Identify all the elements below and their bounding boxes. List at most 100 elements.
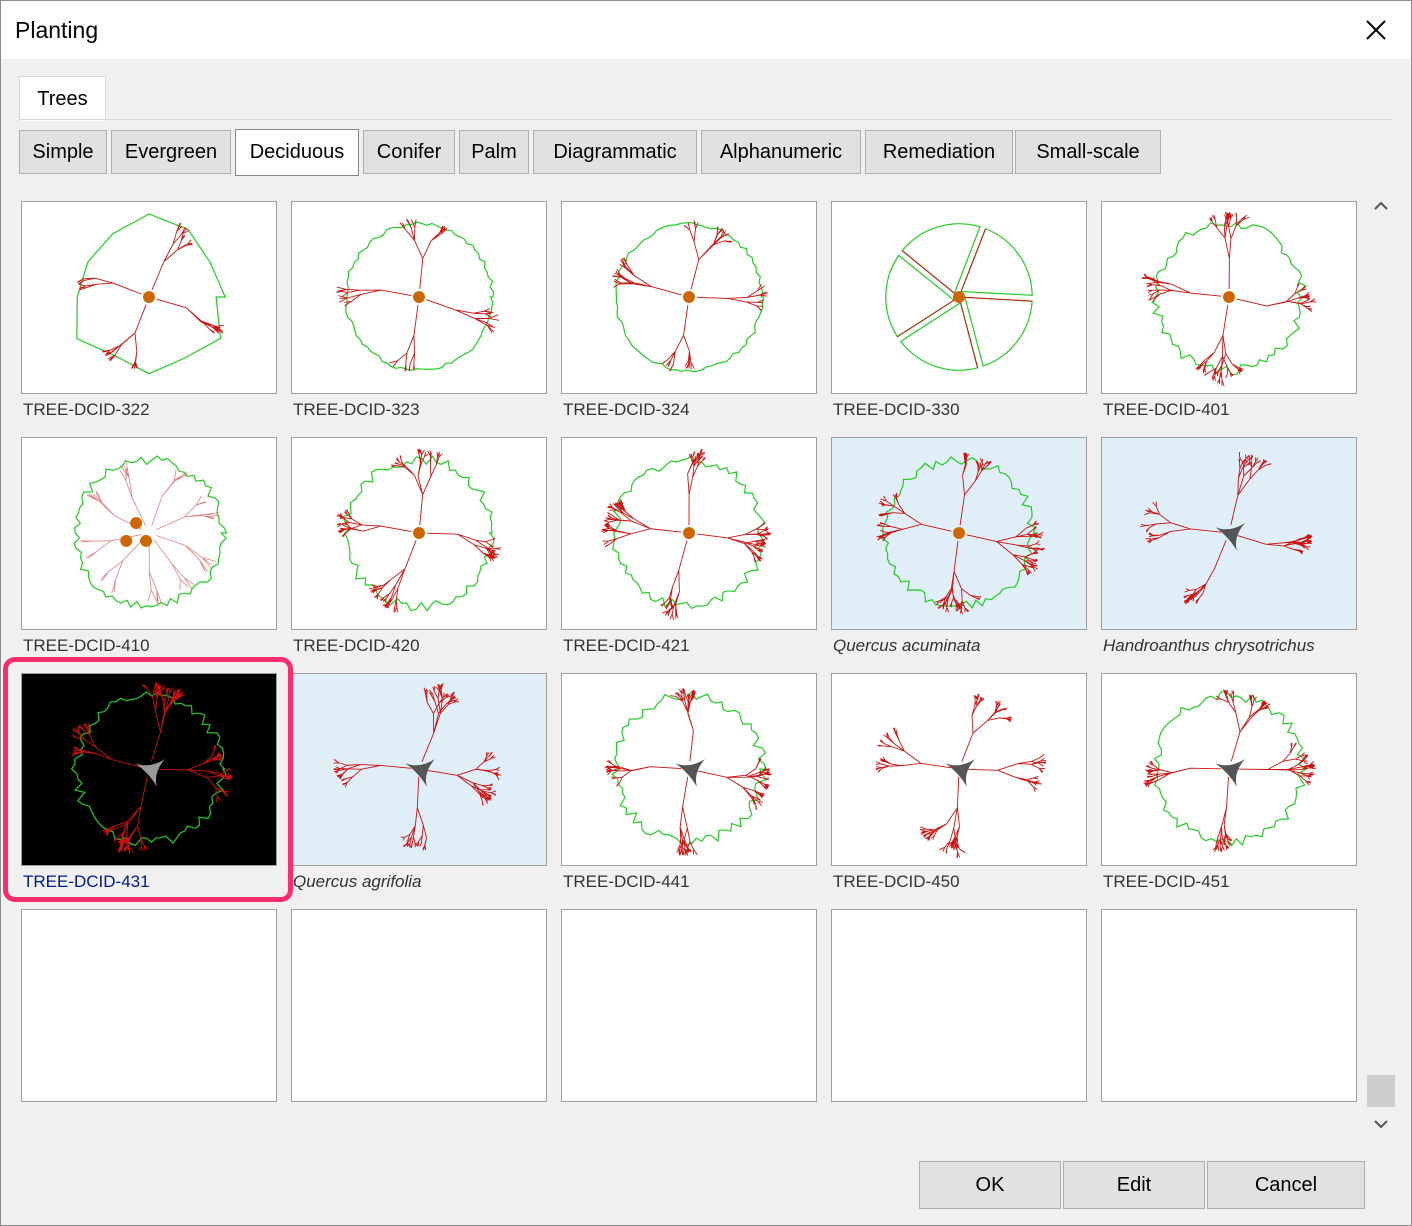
symbol-grid: TREE-DCID-322 TREE-DCID-323 TREE-DCID-324 T… xyxy=(19,187,1365,1123)
empty-symbol-slot[interactable] xyxy=(559,895,819,1131)
title-bar: Planting xyxy=(1,1,1411,59)
subtab-label: Conifer xyxy=(376,140,442,163)
tree-symbol-drawing xyxy=(70,681,233,854)
subtab-remediation[interactable]: Remediation xyxy=(865,130,1013,174)
tree-symbol-thumbnail[interactable] xyxy=(21,437,277,630)
subtab-label: Small-scale xyxy=(1036,140,1140,163)
tree-symbol-thumbnail[interactable] xyxy=(831,909,1087,1102)
vertical-scrollbar[interactable] xyxy=(1365,187,1397,1142)
tree-symbol-thumbnail[interactable] xyxy=(561,909,817,1102)
tree-symbol-thumbnail[interactable] xyxy=(561,437,817,630)
tab-trees[interactable]: Trees xyxy=(19,76,106,121)
subtab-label: Simple xyxy=(32,140,94,163)
tree-symbol-drawing xyxy=(1140,452,1313,605)
tree-symbol-thumbnail[interactable] xyxy=(1101,909,1357,1102)
tree-symbol-item[interactable]: TREE-DCID-322 xyxy=(19,187,279,423)
scroll-down-button[interactable] xyxy=(1365,1109,1397,1139)
tree-symbol-label: TREE-DCID-401 xyxy=(1103,400,1230,419)
tree-symbol-drawing xyxy=(612,220,769,373)
subtab-palm[interactable]: Palm xyxy=(459,130,529,174)
cancel-button[interactable]: Cancel xyxy=(1207,1161,1365,1209)
tree-symbol-drawing xyxy=(1141,211,1316,387)
scrollbar-thumb[interactable] xyxy=(1367,1075,1395,1107)
tree-symbol-label: TREE-DCID-322 xyxy=(23,400,150,419)
ok-button[interactable]: OK xyxy=(919,1161,1061,1209)
tree-symbol-label: TREE-DCID-324 xyxy=(563,400,690,419)
empty-symbol-slot[interactable] xyxy=(19,895,279,1131)
tree-symbol-thumbnail[interactable] xyxy=(1101,673,1357,866)
tree-symbol-drawing xyxy=(604,688,772,856)
tree-symbol-label: TREE-DCID-410 xyxy=(23,636,150,655)
empty-symbol-slot[interactable] xyxy=(829,895,1089,1131)
subtab-label: Evergreen xyxy=(124,140,218,163)
scroll-up-button[interactable] xyxy=(1365,191,1397,221)
subtab-simple[interactable]: Simple xyxy=(19,130,107,174)
tree-symbol-thumbnail[interactable] xyxy=(21,201,277,394)
tree-symbol-thumbnail[interactable] xyxy=(291,201,547,394)
tree-symbol-item[interactable]: TREE-DCID-421 xyxy=(559,423,819,659)
tree-symbol-thumbnail[interactable] xyxy=(1101,437,1357,630)
tree-symbol-label: TREE-DCID-323 xyxy=(293,400,420,419)
tree-symbol-thumbnail[interactable] xyxy=(831,437,1087,630)
subtab-alphanumeric[interactable]: Alphanumeric xyxy=(701,130,861,174)
subtab-label: Alphanumeric xyxy=(719,140,843,163)
tree-symbol-thumbnail[interactable] xyxy=(21,909,277,1102)
tree-symbol-drawing xyxy=(73,455,228,609)
tree-symbol-item[interactable]: TREE-DCID-401 xyxy=(1099,187,1359,423)
tree-symbol-label: TREE-DCID-441 xyxy=(563,872,690,891)
tree-symbol-item[interactable]: TREE-DCID-450 xyxy=(829,659,1089,895)
empty-symbol-slot[interactable] xyxy=(289,895,549,1131)
tree-symbol-item[interactable]: TREE-DCID-431 xyxy=(19,659,279,895)
dialog-title: Planting xyxy=(15,17,99,43)
tree-symbol-thumbnail[interactable] xyxy=(561,673,817,866)
subtab-label: Palm xyxy=(471,140,517,163)
tree-symbol-drawing xyxy=(336,448,501,613)
tree-symbol-item[interactable]: TREE-DCID-451 xyxy=(1099,659,1359,895)
empty-symbol-slot[interactable] xyxy=(1099,895,1359,1131)
tree-symbol-item[interactable]: TREE-DCID-323 xyxy=(289,187,549,423)
tree-symbol-thumbnail[interactable] xyxy=(291,437,547,630)
chevron-down-icon xyxy=(1374,1120,1388,1129)
subtab-label: Deciduous xyxy=(249,141,345,163)
edit-button-label: Edit xyxy=(1116,1173,1152,1196)
tree-symbol-drawing xyxy=(885,223,1033,371)
subtab-label: Remediation xyxy=(882,140,996,163)
subtab-evergreen[interactable]: Evergreen xyxy=(111,130,231,174)
tree-symbol-item[interactable]: Quercus acuminata xyxy=(829,423,1089,659)
tree-symbol-thumbnail[interactable] xyxy=(831,673,1087,866)
tree-symbol-item[interactable]: TREE-DCID-441 xyxy=(559,659,819,895)
tree-symbol-thumbnail[interactable] xyxy=(831,201,1087,394)
tree-symbol-drawing xyxy=(601,448,772,621)
tree-symbol-item[interactable]: TREE-DCID-410 xyxy=(19,423,279,659)
tree-symbol-label: Quercus agrifolia xyxy=(293,872,422,891)
subtab-deciduous[interactable]: Deciduous xyxy=(235,129,359,176)
tree-symbol-item[interactable]: TREE-DCID-330 xyxy=(829,187,1089,423)
tree-symbol-drawing xyxy=(875,693,1047,859)
tree-symbol-label: TREE-DCID-451 xyxy=(1103,872,1230,891)
tab-trees-label: Trees xyxy=(37,87,88,110)
tree-symbol-thumbnail[interactable] xyxy=(1101,201,1357,394)
tree-symbol-label: TREE-DCID-420 xyxy=(293,636,420,655)
tree-symbol-item[interactable]: TREE-DCID-420 xyxy=(289,423,549,659)
tree-symbol-drawing xyxy=(1143,689,1316,853)
close-button[interactable] xyxy=(1341,1,1411,59)
tree-symbol-drawing xyxy=(76,213,227,375)
subtab-diagrammatic[interactable]: Diagrammatic xyxy=(533,130,697,174)
tree-symbol-drawing xyxy=(336,218,500,372)
tree-symbol-label: Quercus acuminata xyxy=(833,636,981,655)
chevron-up-icon xyxy=(1374,201,1388,210)
tree-symbol-thumbnail[interactable] xyxy=(291,673,547,866)
tree-symbol-item[interactable]: TREE-DCID-324 xyxy=(559,187,819,423)
subtab-small-scale[interactable]: Small-scale xyxy=(1015,130,1161,174)
edit-button[interactable]: Edit xyxy=(1063,1161,1205,1209)
close-icon xyxy=(1366,20,1386,40)
tree-symbol-thumbnail[interactable] xyxy=(21,673,277,866)
tab-panel xyxy=(19,119,1392,1143)
tree-symbol-thumbnail[interactable] xyxy=(291,909,547,1102)
tree-symbol-thumbnail[interactable] xyxy=(561,201,817,394)
tree-symbol-item[interactable]: Quercus agrifolia xyxy=(289,659,549,895)
tree-symbol-item[interactable]: Handroanthus chrysotrichus xyxy=(1099,423,1359,659)
subtab-conifer[interactable]: Conifer xyxy=(363,130,455,174)
tree-symbol-label: Handroanthus chrysotrichus xyxy=(1103,636,1315,655)
